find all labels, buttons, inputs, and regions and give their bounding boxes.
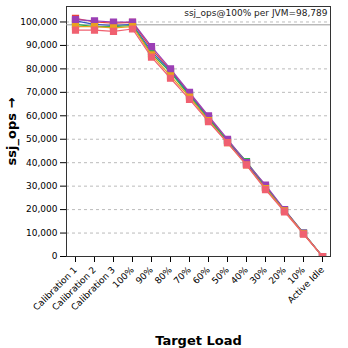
svg-text:ssj_ops@100% per JVM=98,789: ssj_ops@100% per JVM=98,789	[184, 8, 328, 18]
svg-text:90,000: 90,000	[26, 40, 58, 50]
svg-text:50,000: 50,000	[26, 134, 58, 144]
svg-text:0: 0	[52, 251, 58, 261]
svg-text:20,000: 20,000	[26, 204, 58, 214]
svg-text:20%: 20%	[267, 264, 289, 286]
svg-text:100,000: 100,000	[20, 17, 57, 27]
svg-text:10%: 10%	[285, 264, 307, 286]
svg-text:90%: 90%	[134, 264, 156, 286]
svg-text:60,000: 60,000	[26, 111, 58, 121]
svg-text:Calibration 1: Calibration 1	[31, 264, 79, 313]
svg-text:60%: 60%	[191, 264, 213, 286]
svg-text:70,000: 70,000	[26, 87, 58, 97]
svg-text:40,000: 40,000	[26, 158, 58, 168]
svg-text:10,000: 10,000	[26, 228, 58, 238]
svg-text:70%: 70%	[172, 264, 194, 286]
svg-text:80,000: 80,000	[26, 64, 58, 74]
svg-text:ssj_ops →: ssj_ops →	[4, 97, 20, 165]
svg-text:Calibration 3: Calibration 3	[69, 265, 117, 313]
svg-text:40%: 40%	[229, 264, 251, 286]
svg-text:Active Idle: Active Idle	[286, 264, 327, 305]
svg-text:Calibration 2: Calibration 2	[50, 264, 98, 313]
svg-text:30,000: 30,000	[26, 181, 58, 191]
svg-text:80%: 80%	[153, 264, 175, 286]
svg-text:100%: 100%	[111, 264, 137, 290]
svg-text:30%: 30%	[248, 264, 270, 286]
svg-text:50%: 50%	[210, 264, 232, 286]
svg-text:Target Load: Target Load	[155, 333, 242, 348]
